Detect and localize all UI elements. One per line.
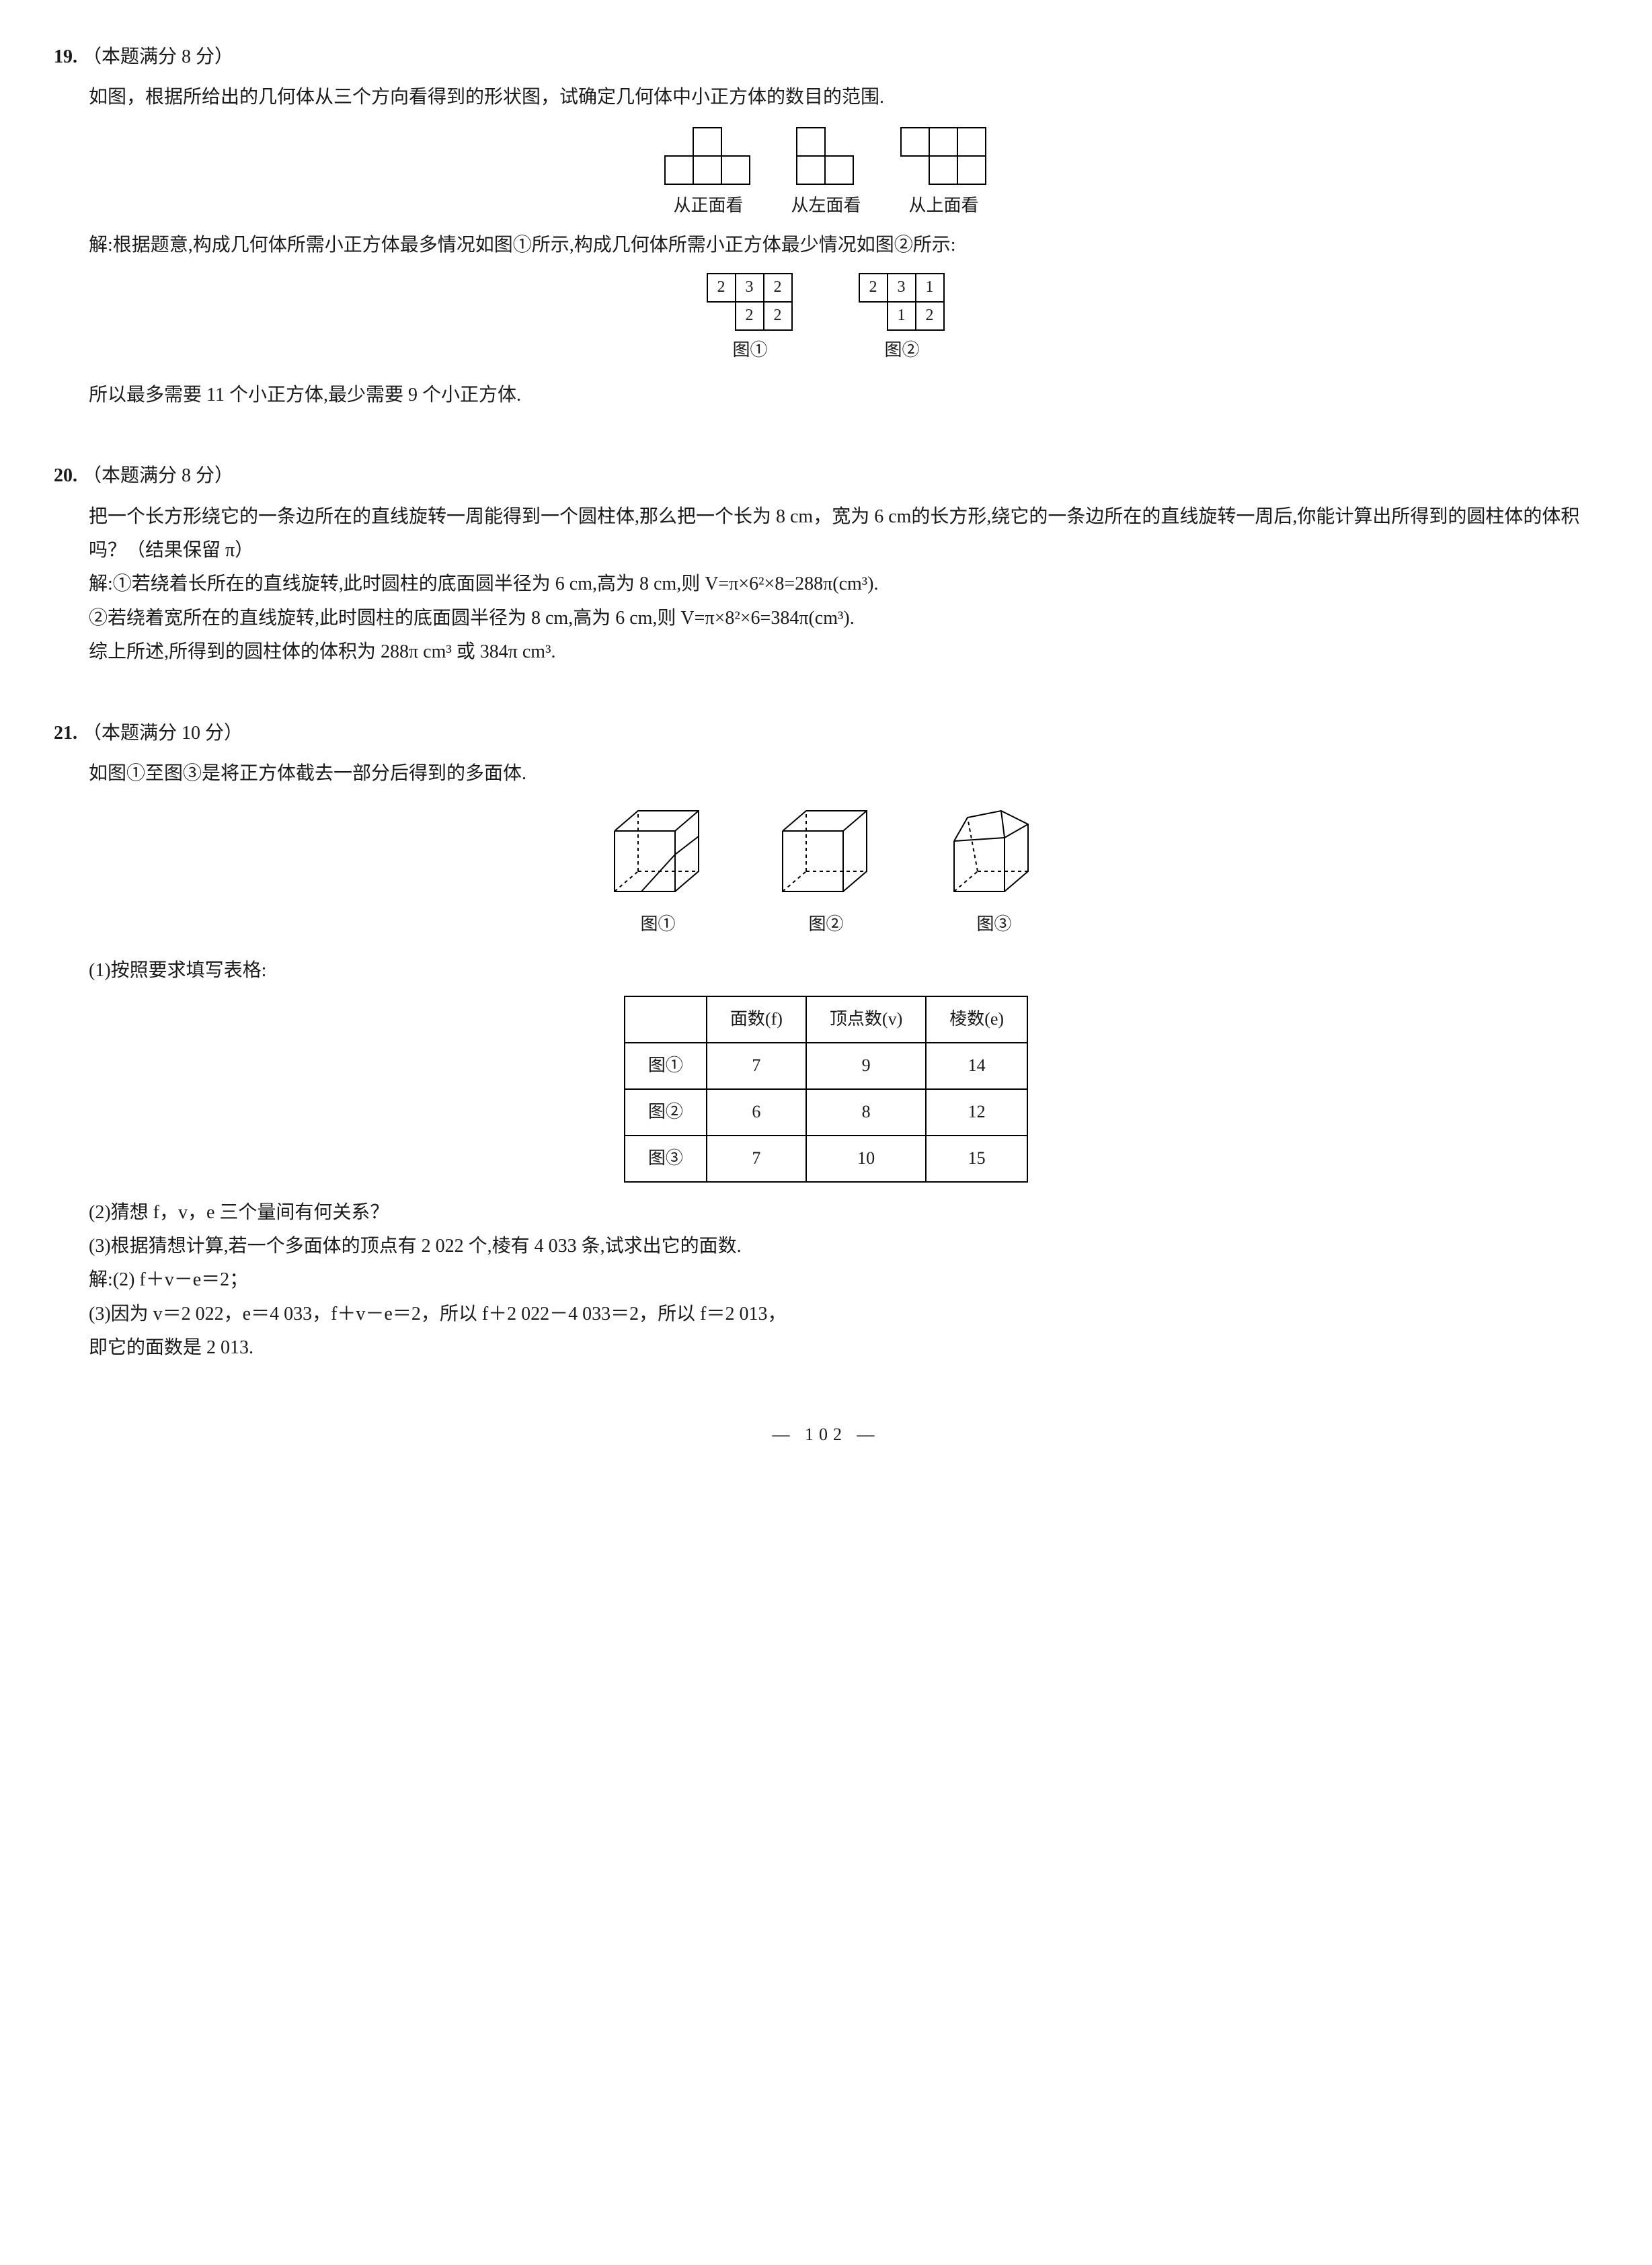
table-cell: 图③ xyxy=(625,1136,707,1182)
grid-cell: 2 xyxy=(735,301,764,331)
grid-cell xyxy=(796,155,826,185)
grid-cell xyxy=(721,155,750,185)
question-21: 21. （本题满分 10 分） 如图①至图③是将正方体截去一部分后得到的多面体.… xyxy=(54,717,1598,1365)
solid-2-icon xyxy=(769,804,883,905)
fig1-label: 图① xyxy=(732,335,767,366)
table-cell: 6 xyxy=(707,1089,806,1136)
q20-head: 20. （本题满分 8 分） xyxy=(54,459,1598,493)
q20-stem: 把一个长方形绕它的一条边所在的直线旋转一周能得到一个圆柱体,那么把一个长为 8 … xyxy=(54,500,1598,568)
table-cell: 12 xyxy=(926,1089,1027,1136)
solid-1: 图① xyxy=(601,804,715,941)
grid-cell xyxy=(796,127,826,157)
grid-cell: 2 xyxy=(915,301,945,331)
table-cell: 8 xyxy=(806,1089,926,1136)
table-cell: 图① xyxy=(625,1043,707,1089)
grid-cell xyxy=(929,155,958,185)
q20-sol3: 综上所述,所得到的圆柱体的体积为 288π cm³ 或 384π cm³. xyxy=(54,635,1598,669)
solid-3-label: 图③ xyxy=(976,909,1011,941)
q19-front-view: 从正面看 xyxy=(666,128,750,222)
grid-cell xyxy=(900,155,930,185)
grid-cell xyxy=(693,155,722,185)
q19-stem: 如图，根据所给出的几何体从三个方向看得到的形状图，试确定几何体中小正方体的数目的… xyxy=(54,81,1598,114)
top-view-label: 从上面看 xyxy=(908,190,978,222)
grid-cell xyxy=(929,127,958,157)
grid-cell xyxy=(721,127,750,157)
grid-cell xyxy=(859,301,888,331)
grid-cell xyxy=(957,127,986,157)
table-row: 图③71015 xyxy=(625,1136,1027,1182)
q20-number: 20. xyxy=(54,459,77,493)
grid-cell: 2 xyxy=(763,273,793,303)
table-cell: 7 xyxy=(707,1136,806,1182)
table-header: 棱数(e) xyxy=(926,996,1027,1043)
grid-cell xyxy=(824,155,854,185)
q21-points: （本题满分 10 分） xyxy=(83,717,243,750)
q21-table: 面数(f)顶点数(v)棱数(e) 图①7914图②6812图③71015 xyxy=(624,996,1028,1182)
table-cell: 7 xyxy=(707,1043,806,1089)
q21-sol-a: 解:(2) f＋v－e＝2； xyxy=(54,1263,1598,1297)
q21-sol-c: 即它的面数是 2 013. xyxy=(54,1331,1598,1365)
table-row: 图①7914 xyxy=(625,1043,1027,1089)
q19-number: 19. xyxy=(54,40,77,74)
solid-1-label: 图① xyxy=(640,909,675,941)
q21-part2: (2)猜想 f，v，e 三个量间有何关系？ xyxy=(54,1196,1598,1230)
table-cell: 10 xyxy=(806,1136,926,1182)
q19-left-view: 从左面看 xyxy=(791,128,861,222)
grid-cell xyxy=(664,155,694,185)
table-header xyxy=(625,996,707,1043)
grid-cell: 3 xyxy=(735,273,764,303)
q19-views: 从正面看 从左面看 从上面看 xyxy=(54,128,1598,222)
table-header: 面数(f) xyxy=(707,996,806,1043)
grid-cell xyxy=(693,127,722,157)
grid-cell xyxy=(664,127,694,157)
q21-solids: 图① 图② 图③ xyxy=(54,804,1598,941)
grid-cell: 2 xyxy=(763,301,793,331)
table-cell: 15 xyxy=(926,1136,1027,1182)
q19-sol-end: 所以最多需要 11 个小正方体,最少需要 9 个小正方体. xyxy=(54,379,1598,412)
grid-cell xyxy=(824,127,854,157)
q19-fig2: 23112 图② xyxy=(860,274,945,366)
q20-sol1: 解:①若绕着长所在的直线旋转,此时圆柱的底面圆半径为 6 cm,高为 8 cm,… xyxy=(54,567,1598,601)
question-20: 20. （本题满分 8 分） 把一个长方形绕它的一条边所在的直线旋转一周能得到一… xyxy=(54,459,1598,669)
q20-sol2: ②若绕着宽所在的直线旋转,此时圆柱的底面圆半径为 8 cm,高为 6 cm,则 … xyxy=(54,602,1598,635)
table-row: 图②6812 xyxy=(625,1089,1027,1136)
q21-stem: 如图①至图③是将正方体截去一部分后得到的多面体. xyxy=(54,757,1598,791)
table-cell: 图② xyxy=(625,1089,707,1136)
solid-2: 图② xyxy=(769,804,883,941)
table-cell: 14 xyxy=(926,1043,1027,1089)
q21-sol-b: (3)因为 v＝2 022，e＝4 033，f＋v－e＝2，所以 f＋2 022… xyxy=(54,1298,1598,1331)
left-view-label: 从左面看 xyxy=(791,190,861,222)
grid-cell xyxy=(900,127,930,157)
question-19: 19. （本题满分 8 分） 如图，根据所给出的几何体从三个方向看得到的形状图，… xyxy=(54,40,1598,412)
q19-top-view: 从上面看 xyxy=(902,128,986,222)
grid-cell xyxy=(707,301,736,331)
q21-number: 21. xyxy=(54,717,77,750)
solid-3-icon xyxy=(937,804,1052,905)
page-number: — 102 — xyxy=(54,1419,1598,1451)
q19-fig1: 23222 图① xyxy=(708,274,793,366)
q19-sol-intro: 解:根据题意,构成几何体所需小正方体最多情况如图①所示,构成几何体所需小正方体最… xyxy=(54,229,1598,262)
grid-cell: 2 xyxy=(707,273,736,303)
q21-part1-label: (1)按照要求填写表格: xyxy=(54,954,1598,988)
q21-head: 21. （本题满分 10 分） xyxy=(54,717,1598,750)
solid-2-label: 图② xyxy=(808,909,843,941)
q19-num-figs: 23222 图① 23112 图② xyxy=(54,274,1598,366)
solid-3: 图③ xyxy=(937,804,1052,941)
table-header: 顶点数(v) xyxy=(806,996,926,1043)
q21-part3: (3)根据猜想计算,若一个多面体的顶点有 2 022 个,棱有 4 033 条,… xyxy=(54,1230,1598,1263)
grid-cell: 2 xyxy=(859,273,888,303)
q19-points: （本题满分 8 分） xyxy=(83,40,233,74)
grid-cell: 1 xyxy=(915,273,945,303)
front-view-label: 从正面看 xyxy=(673,190,743,222)
table-cell: 9 xyxy=(806,1043,926,1089)
solid-1-icon xyxy=(601,804,715,905)
q20-points: （本题满分 8 分） xyxy=(83,459,233,493)
fig2-label: 图② xyxy=(884,335,919,366)
grid-cell: 1 xyxy=(887,301,916,331)
q19-head: 19. （本题满分 8 分） xyxy=(54,40,1598,74)
grid-cell: 3 xyxy=(887,273,916,303)
grid-cell xyxy=(957,155,986,185)
